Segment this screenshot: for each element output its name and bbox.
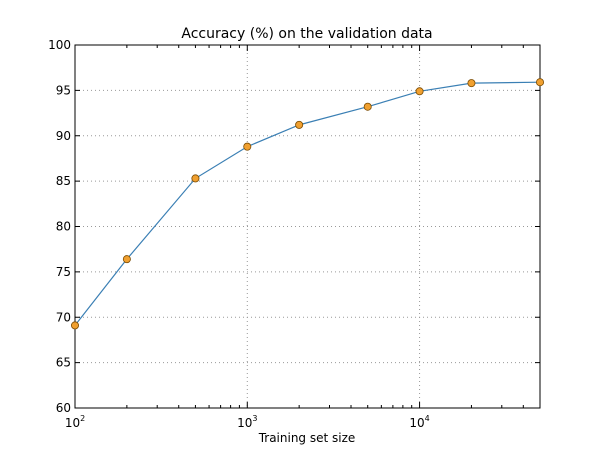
y-tick-label: 95 (56, 83, 71, 97)
x-tick-base: 10 (409, 416, 424, 430)
x-tick-label: 103 (237, 414, 257, 430)
x-tick-label: 102 (65, 414, 85, 430)
x-tick-exponent: 2 (80, 414, 85, 423)
data-point (467, 79, 476, 88)
y-tick-label: 100 (48, 38, 71, 52)
y-tick-label: 65 (56, 356, 71, 370)
data-point (243, 142, 252, 151)
x-axis-label: Training set size (258, 431, 356, 445)
data-point (191, 174, 200, 183)
y-tick-label: 85 (56, 174, 71, 188)
x-tick-exponent: 3 (252, 414, 257, 423)
y-tick-label: 90 (56, 129, 71, 143)
x-axis: 102 103 104 (65, 45, 524, 430)
series-line (74, 81, 541, 326)
x-tick-exponent: 4 (425, 414, 430, 423)
y-tick-label: 60 (56, 401, 71, 415)
y-tick-label: 70 (56, 310, 71, 324)
x-tick-base: 10 (237, 416, 252, 430)
grid-lines (75, 45, 540, 408)
y-axis: 60 65 70 75 80 85 90 95 100 (48, 38, 540, 415)
data-point (415, 87, 424, 96)
y-tick-label: 80 (56, 220, 71, 234)
data-point (536, 78, 545, 87)
x-tick-label: 104 (409, 414, 429, 430)
data-point (122, 255, 131, 264)
chart-title: Accuracy (%) on the validation data (181, 26, 432, 42)
data-point (363, 102, 372, 111)
data-point (71, 321, 80, 330)
data-point (295, 120, 304, 129)
y-tick-label: 75 (56, 265, 71, 279)
x-tick-base: 10 (65, 416, 80, 430)
series-layer (71, 78, 545, 330)
